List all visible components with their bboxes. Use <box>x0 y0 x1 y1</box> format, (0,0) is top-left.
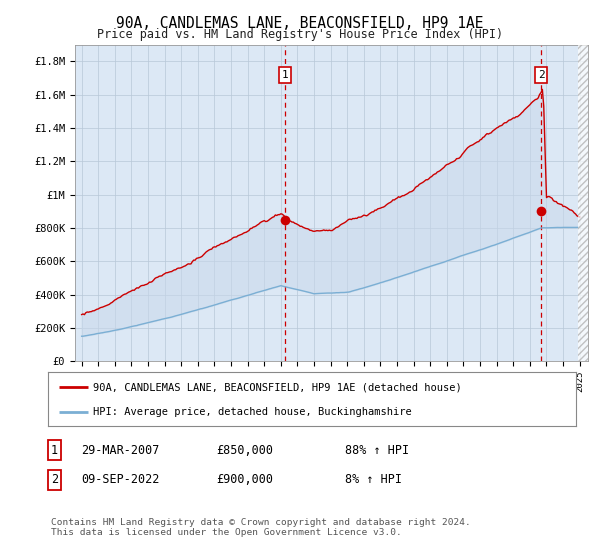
Text: Price paid vs. HM Land Registry's House Price Index (HPI): Price paid vs. HM Land Registry's House … <box>97 28 503 41</box>
Text: 8% ↑ HPI: 8% ↑ HPI <box>345 473 402 486</box>
Text: £850,000: £850,000 <box>216 444 273 456</box>
Text: 1: 1 <box>51 444 58 456</box>
Text: 90A, CANDLEMAS LANE, BEACONSFIELD, HP9 1AE (detached house): 90A, CANDLEMAS LANE, BEACONSFIELD, HP9 1… <box>93 382 461 393</box>
Text: 29-MAR-2007: 29-MAR-2007 <box>81 444 160 456</box>
Text: 1: 1 <box>281 70 289 80</box>
Text: 90A, CANDLEMAS LANE, BEACONSFIELD, HP9 1AE: 90A, CANDLEMAS LANE, BEACONSFIELD, HP9 1… <box>116 16 484 31</box>
Text: £900,000: £900,000 <box>216 473 273 486</box>
Text: HPI: Average price, detached house, Buckinghamshire: HPI: Average price, detached house, Buck… <box>93 407 412 417</box>
Text: 2: 2 <box>538 70 544 80</box>
Bar <box>578 45 595 361</box>
Text: Contains HM Land Registry data © Crown copyright and database right 2024.
This d: Contains HM Land Registry data © Crown c… <box>51 518 471 538</box>
Text: 09-SEP-2022: 09-SEP-2022 <box>81 473 160 486</box>
Text: 88% ↑ HPI: 88% ↑ HPI <box>345 444 409 456</box>
Text: 2: 2 <box>51 473 58 486</box>
